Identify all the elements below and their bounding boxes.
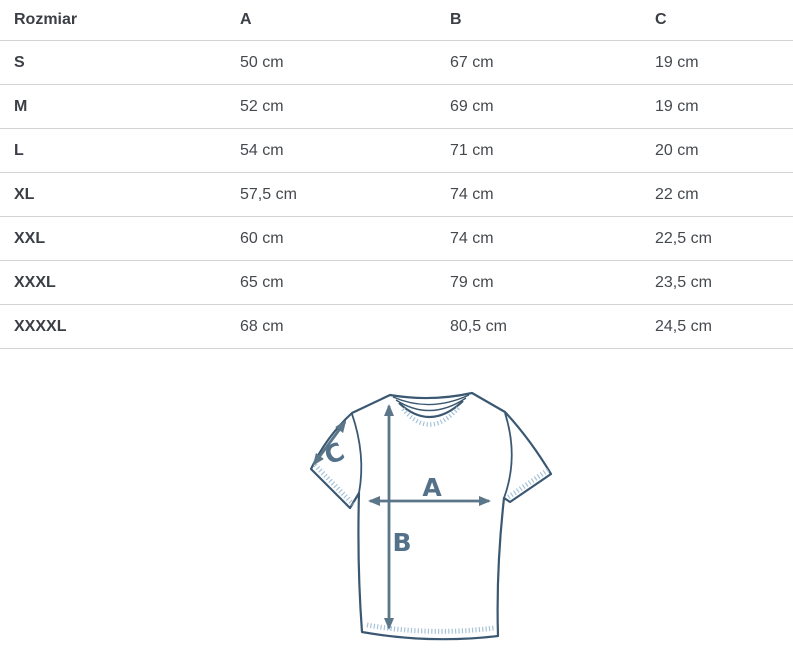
column-header-b: B [436,0,641,41]
left-armhole-seam [351,413,363,494]
column-header-rozmiar: Rozmiar [0,0,226,41]
hem-stitching [366,622,495,634]
table-row: XXXL 65 cm 79 cm 23,5 cm [0,260,793,305]
table-row: XXXXL 68 cm 80,5 cm 24,5 cm [0,304,793,349]
table-row: XL 57,5 cm 74 cm 22 cm [0,172,793,217]
size-label: L [0,128,226,173]
collar-rib [392,394,470,406]
measurement-c: 20 cm [641,128,793,173]
column-header-c: C [641,0,793,41]
table-row: M 52 cm 69 cm 19 cm [0,84,793,129]
measurement-c: 19 cm [641,40,793,85]
measurement-a: 52 cm [226,84,436,129]
tshirt-diagram-svg: A B C [309,391,553,641]
size-label: M [0,84,226,129]
measurement-b: 74 cm [436,216,641,261]
table-row: L 54 cm 71 cm 20 cm [0,128,793,173]
arrow-label-a: A [422,473,442,502]
table-row: XXL 60 cm 74 cm 22,5 cm [0,216,793,261]
arrow-label-b: B [392,528,411,557]
measurement-b: 79 cm [436,260,641,305]
measurement-b: 71 cm [436,128,641,173]
column-header-a: A [226,0,436,41]
measurement-a: 50 cm [226,40,436,85]
measurement-a: 68 cm [226,304,436,349]
right-armhole-seam [503,412,513,499]
size-label: XXXL [0,260,226,305]
collar-rib [395,397,467,412]
measurement-c: 23,5 cm [641,260,793,305]
size-label: XL [0,172,226,217]
tshirt-outline [309,391,553,641]
measurement-a: 54 cm [226,128,436,173]
measurement-b: 80,5 cm [436,304,641,349]
tshirt-measurement-diagram: A B C [290,375,570,661]
measurement-a: 60 cm [226,216,436,261]
measurement-a: 57,5 cm [226,172,436,217]
measurement-c: 22,5 cm [641,216,793,261]
size-table: Rozmiar A B C S 50 cm 67 cm 19 cm M 52 c… [0,0,793,349]
size-label: S [0,40,226,85]
measurement-arrow-c [312,420,347,466]
measurement-a: 65 cm [226,260,436,305]
table-header-row: Rozmiar A B C [0,0,793,41]
collar-stitching [401,405,461,427]
measurement-c: 22 cm [641,172,793,217]
table-row: S 50 cm 67 cm 19 cm [0,40,793,85]
size-label: XXL [0,216,226,261]
measurement-c: 24,5 cm [641,304,793,349]
measurement-c: 19 cm [641,84,793,129]
size-label: XXXXL [0,304,226,349]
measurement-b: 74 cm [436,172,641,217]
right-cuff-stitching [505,467,550,501]
measurement-b: 69 cm [436,84,641,129]
measurement-b: 67 cm [436,40,641,85]
